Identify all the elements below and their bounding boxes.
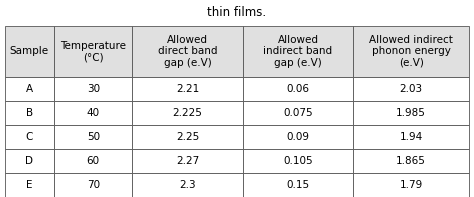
Text: Allowed
indirect band
gap (e.V): Allowed indirect band gap (e.V): [264, 35, 333, 68]
Bar: [132, 173, 243, 197]
Bar: [243, 149, 353, 173]
Text: 1.79: 1.79: [400, 180, 423, 190]
Text: E: E: [26, 180, 33, 190]
Text: 2.27: 2.27: [176, 156, 199, 166]
Text: Temperature
(°C): Temperature (°C): [60, 41, 126, 62]
Text: 2.3: 2.3: [179, 180, 196, 190]
Bar: [353, 101, 469, 125]
Bar: [54, 26, 132, 77]
Text: A: A: [26, 84, 33, 94]
Text: 1.985: 1.985: [396, 108, 426, 118]
Bar: [54, 173, 132, 197]
Text: D: D: [26, 156, 34, 166]
Text: 2.21: 2.21: [176, 84, 199, 94]
Bar: [132, 125, 243, 149]
Bar: [132, 149, 243, 173]
Text: 2.03: 2.03: [400, 84, 423, 94]
Text: 1.865: 1.865: [396, 156, 426, 166]
Bar: [5, 26, 54, 77]
Text: 30: 30: [87, 84, 100, 94]
Bar: [5, 125, 54, 149]
Bar: [243, 125, 353, 149]
Text: Sample: Sample: [10, 46, 49, 56]
Bar: [243, 173, 353, 197]
Bar: [132, 101, 243, 125]
Text: 0.075: 0.075: [283, 108, 313, 118]
Text: B: B: [26, 108, 33, 118]
Text: C: C: [26, 132, 33, 142]
Text: 2.225: 2.225: [173, 108, 202, 118]
Bar: [132, 26, 243, 77]
Text: 1.94: 1.94: [400, 132, 423, 142]
Text: thin films.: thin films.: [208, 6, 266, 19]
Bar: [243, 101, 353, 125]
Bar: [5, 77, 54, 101]
Text: 70: 70: [87, 180, 100, 190]
Bar: [54, 125, 132, 149]
Bar: [353, 77, 469, 101]
Bar: [353, 125, 469, 149]
Text: 0.15: 0.15: [286, 180, 310, 190]
Text: 0.06: 0.06: [286, 84, 310, 94]
Bar: [243, 77, 353, 101]
Bar: [132, 77, 243, 101]
Bar: [5, 149, 54, 173]
Bar: [353, 173, 469, 197]
Bar: [5, 173, 54, 197]
Bar: [54, 101, 132, 125]
Bar: [243, 26, 353, 77]
Text: 40: 40: [87, 108, 100, 118]
Bar: [54, 77, 132, 101]
Bar: [353, 26, 469, 77]
Text: 0.09: 0.09: [286, 132, 310, 142]
Bar: [5, 101, 54, 125]
Text: 60: 60: [87, 156, 100, 166]
Text: 0.105: 0.105: [283, 156, 313, 166]
Text: Allowed
direct band
gap (e.V): Allowed direct band gap (e.V): [158, 35, 218, 68]
Bar: [54, 149, 132, 173]
Text: Allowed indirect
phonon energy
(e.V): Allowed indirect phonon energy (e.V): [369, 35, 453, 68]
Bar: [353, 149, 469, 173]
Text: 50: 50: [87, 132, 100, 142]
Text: 2.25: 2.25: [176, 132, 199, 142]
